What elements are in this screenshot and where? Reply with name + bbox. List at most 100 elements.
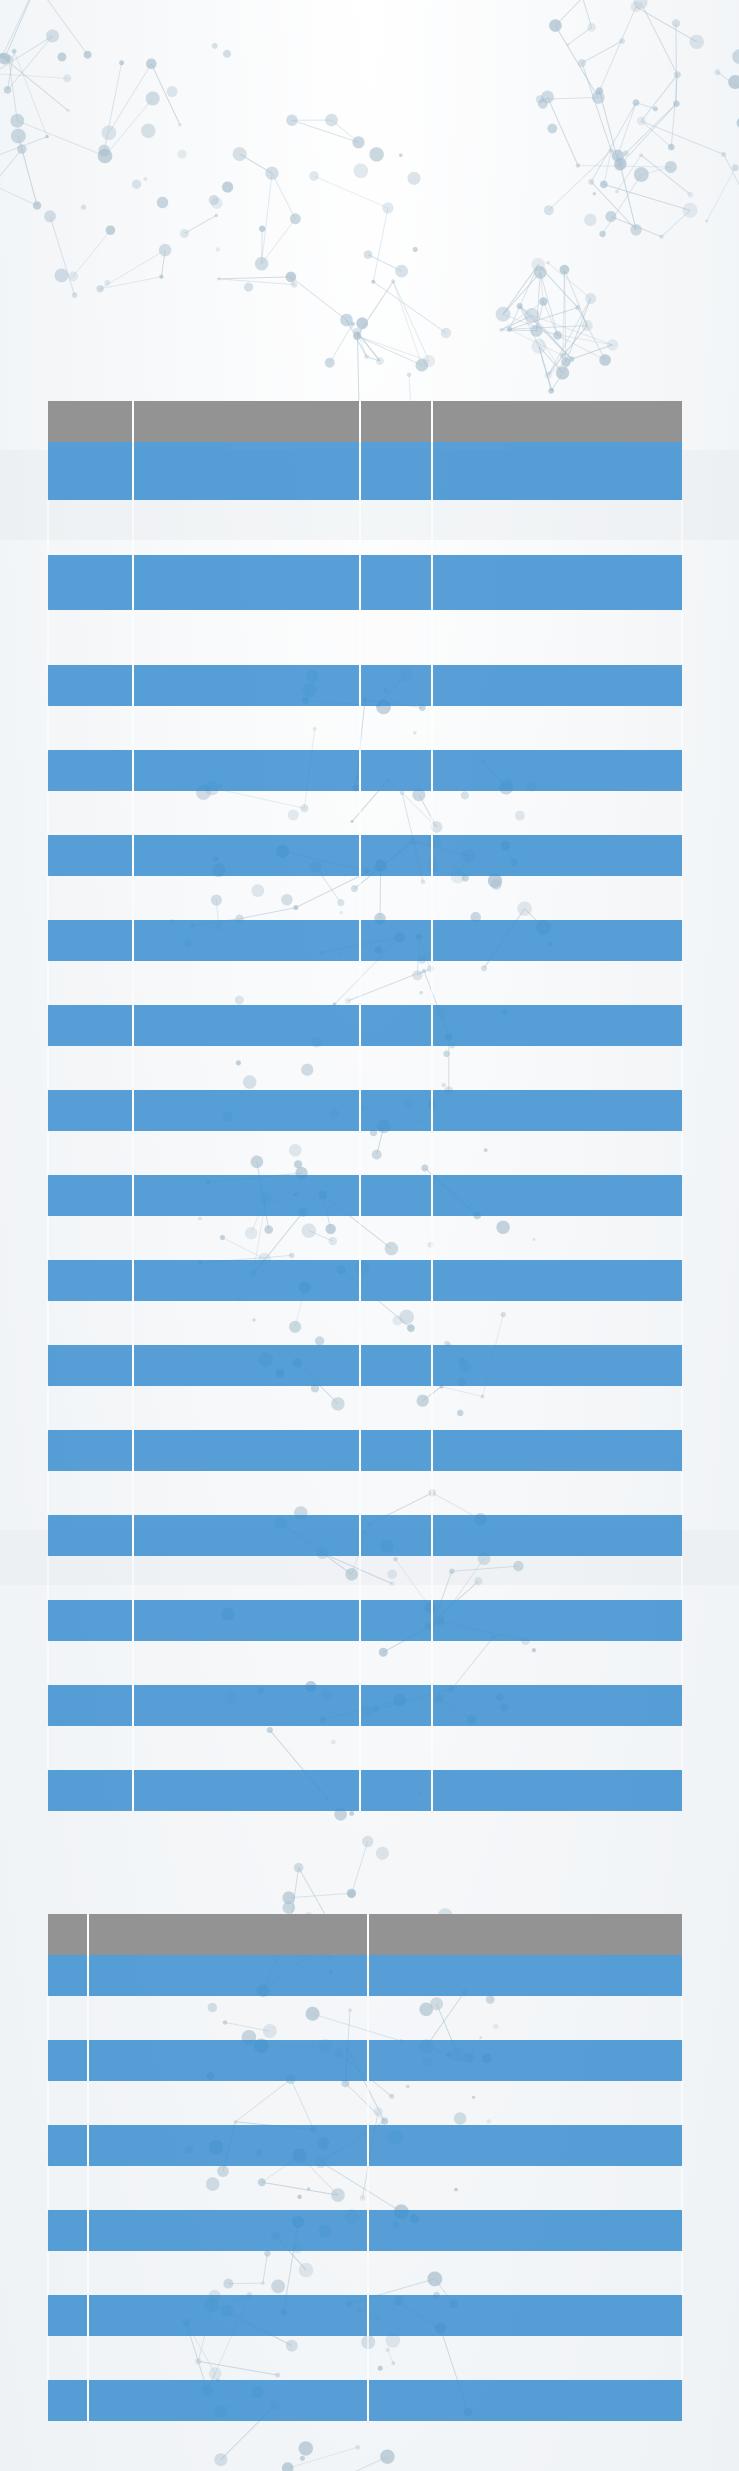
spacer-cell [87, 2336, 369, 2380]
network-node [415, 358, 429, 372]
network-node [325, 113, 338, 127]
network-link [357, 331, 381, 362]
spacer-cell [47, 1131, 134, 1175]
network-link [218, 276, 291, 280]
network-node [289, 213, 301, 225]
network-link [47, 0, 89, 55]
table-row [48, 2295, 682, 2336]
spacer-cell [367, 2336, 683, 2380]
spacer-cell [431, 1726, 683, 1770]
spacer-cell [47, 1386, 134, 1430]
network-node [732, 49, 739, 64]
network-link [4, 0, 31, 59]
network-link [509, 307, 578, 330]
spacer-cell [87, 2081, 369, 2125]
table-cell [359, 1685, 433, 1726]
network-node [11, 48, 17, 54]
network-link [356, 335, 423, 366]
network-node [531, 338, 547, 354]
network-node [362, 1835, 374, 1848]
network-node [371, 279, 376, 284]
table-row [48, 665, 682, 706]
table-cell [48, 2295, 89, 2336]
network-node [3, 86, 12, 94]
network-node [232, 147, 247, 162]
network-link [509, 325, 588, 330]
table-row [48, 1600, 682, 1641]
spacer-cell [431, 706, 683, 750]
column-header [48, 1914, 89, 1955]
table-row [48, 2380, 682, 2421]
network-node [158, 243, 172, 257]
network-node [714, 69, 721, 76]
network-link [49, 216, 76, 296]
network-link [21, 148, 38, 206]
network-node [346, 1888, 357, 1899]
network-node [516, 303, 523, 310]
table-cell [431, 1005, 682, 1046]
table-cell [87, 2125, 369, 2166]
spacer-cell [47, 610, 134, 665]
network-node [290, 281, 298, 288]
spacer-cell [87, 1996, 369, 2040]
network-node [547, 123, 558, 134]
spacer-cell [47, 1046, 134, 1090]
table-cell [48, 1260, 134, 1301]
table-cell [431, 1090, 682, 1131]
network-link [706, 167, 736, 222]
network-node [352, 136, 365, 149]
row-spacer [47, 1641, 683, 1685]
row-spacer [47, 1726, 683, 1770]
network-node [141, 123, 156, 138]
network-link [367, 254, 402, 272]
spacer-cell [47, 876, 134, 920]
network-link [625, 103, 677, 154]
spacer-cell [132, 1726, 361, 1770]
network-link [590, 102, 637, 183]
table-cell [431, 750, 682, 791]
column-header [48, 401, 134, 442]
network-node [584, 213, 597, 227]
spacer-cell [359, 706, 433, 750]
network-link [640, 74, 678, 122]
network-node [524, 308, 540, 323]
network-link [0, 35, 53, 70]
network-node [561, 357, 571, 367]
row-spacer [47, 1996, 683, 2040]
table-cell [48, 2380, 89, 2421]
network-link [261, 218, 296, 265]
table-row [48, 835, 682, 876]
network-link [602, 174, 642, 235]
network-link [547, 298, 592, 376]
table-row [48, 920, 682, 961]
network-node [81, 204, 87, 210]
network-node [506, 326, 513, 332]
network-node [369, 147, 384, 162]
network-node [556, 366, 570, 380]
row-spacer [47, 1556, 683, 1600]
network-node [585, 293, 597, 304]
network-node [356, 317, 369, 330]
network-link [4, 58, 69, 111]
table-cell [367, 2040, 682, 2081]
network-link [373, 281, 447, 334]
network-node [705, 219, 709, 223]
table-cell [48, 835, 134, 876]
network-node [412, 246, 418, 253]
row-spacer [47, 2336, 683, 2380]
network-link [571, 344, 613, 360]
spacer-cell [47, 2251, 89, 2295]
network-node [609, 148, 614, 153]
column-header [431, 401, 682, 442]
network-node [559, 264, 570, 275]
network-node [391, 279, 396, 284]
network-node [630, 224, 642, 236]
spacer-cell [47, 2081, 89, 2125]
spacer-cell [367, 1996, 683, 2040]
network-node [71, 292, 78, 298]
network-link [581, 62, 612, 151]
network-node [353, 327, 362, 337]
network-node [530, 324, 543, 337]
network-node [548, 387, 555, 394]
spacer-cell [367, 2166, 683, 2210]
